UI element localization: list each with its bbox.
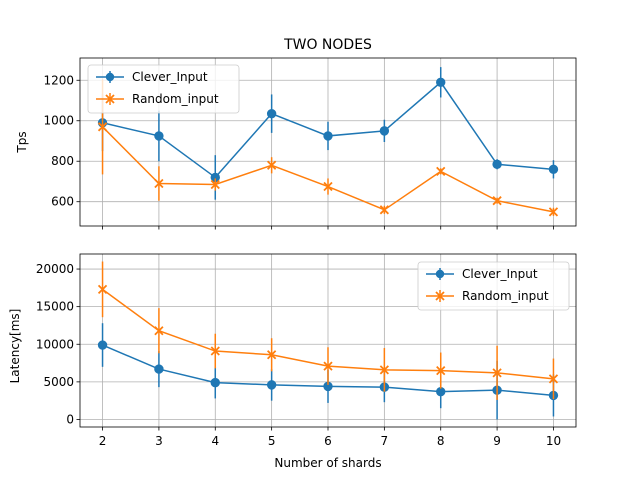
x-tick-label: 5 — [268, 434, 276, 448]
clever-input-point — [154, 131, 164, 141]
clever-input-point — [379, 126, 390, 136]
clever-input-point — [548, 164, 559, 175]
clever-input-point — [323, 131, 333, 141]
y-tick-label: 10000 — [36, 337, 74, 351]
x-tick-label: 9 — [493, 434, 501, 448]
random-input-point — [266, 350, 277, 360]
random-input-point — [154, 178, 164, 189]
legend-label: Clever_Input — [462, 267, 538, 281]
x-tick-label: 3 — [155, 434, 163, 448]
random-input-point — [548, 374, 559, 384]
top-y-axis-label: Tps — [15, 131, 29, 153]
chart-title: TWO NODES — [283, 37, 372, 53]
clever-input-point — [436, 386, 446, 397]
random-input-point — [436, 365, 446, 376]
clever-input-point — [436, 77, 446, 87]
random-input-point — [379, 365, 390, 375]
latency-panel: 0 5000 10000 15000 20000 2 3 4 5 6 7 8 9 10 Clever_Inp… — [36, 253, 577, 448]
legend-swatch-marker — [105, 72, 115, 82]
legend-box — [417, 261, 570, 311]
clever-input-point — [266, 380, 277, 390]
clever-input-point — [210, 377, 220, 388]
legend-swatch-marker — [105, 94, 115, 104]
y-tick-label: 20000 — [36, 262, 74, 276]
random-input-point — [266, 160, 277, 170]
y-tick-label: 5000 — [43, 375, 74, 389]
random-input-point — [210, 346, 220, 356]
y-tick-label: 15000 — [36, 300, 74, 314]
y-tick-label: 1200 — [43, 73, 74, 87]
y-tick-label: 1000 — [43, 114, 74, 128]
legend-swatch-marker — [435, 269, 445, 279]
clever-input-point — [492, 159, 502, 169]
legend-label: Random_input — [132, 92, 219, 106]
legend-box — [87, 64, 240, 114]
legend-label: Clever_Input — [132, 70, 208, 84]
random-input-point — [154, 326, 164, 336]
random-input-point — [436, 166, 446, 176]
x-tick-label: 8 — [437, 434, 445, 448]
tps-panel: 600 800 1000 1200 Clever_Input Random_input — [43, 57, 577, 230]
clever-input-point — [97, 340, 108, 350]
random-input-point — [97, 122, 108, 132]
x-tick-label: 2 — [99, 434, 107, 448]
clever-input-point — [266, 108, 277, 119]
x-axis-label: Number of shards — [274, 456, 381, 470]
y-tick-label: 600 — [51, 195, 74, 209]
x-tick-label: 6 — [324, 434, 332, 448]
bottom-y-axis-label: Latency[ms] — [8, 309, 22, 384]
random-input-point — [97, 284, 108, 294]
legend-swatch-marker — [435, 291, 445, 301]
clever-input-point — [154, 364, 164, 374]
random-input-point — [379, 205, 390, 215]
random-input-point — [323, 361, 333, 371]
random-input-point — [492, 196, 502, 206]
random-input-point — [210, 179, 220, 190]
x-tick-label: 10 — [546, 434, 561, 448]
random-input-point — [492, 368, 502, 378]
random-input-point — [323, 181, 333, 192]
y-tick-label: 0 — [66, 412, 74, 426]
y-tick-label: 800 — [51, 154, 74, 168]
legend-label: Random_input — [462, 289, 549, 303]
x-tick-label: 4 — [211, 434, 219, 448]
x-tick-label: 7 — [381, 434, 389, 448]
random-input-point — [548, 207, 559, 217]
